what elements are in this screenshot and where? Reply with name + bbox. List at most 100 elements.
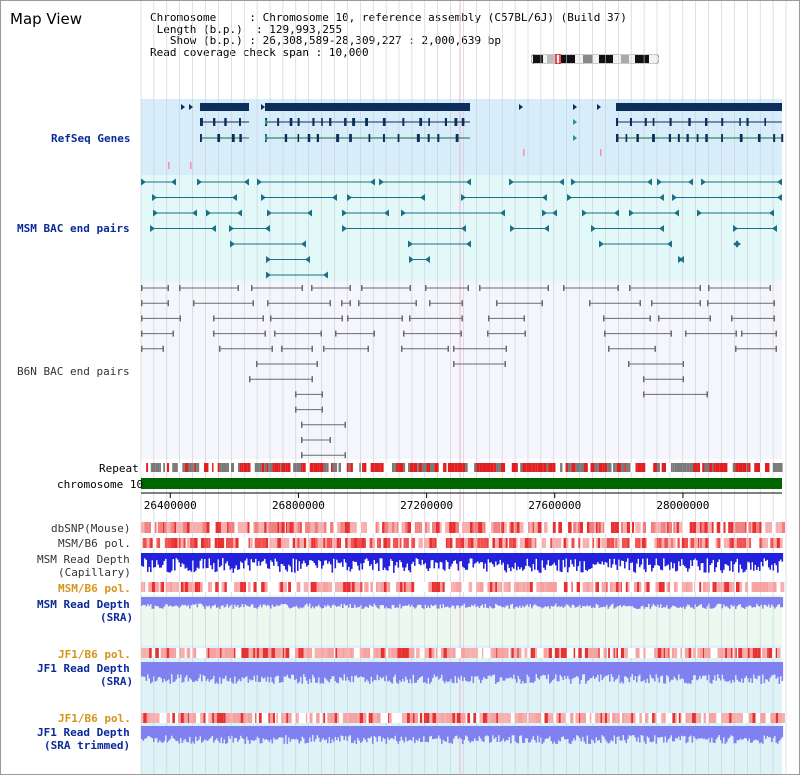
msm-sra-depth-bar	[480, 597, 482, 607]
msm-sra-depth-bar	[766, 597, 769, 607]
repeat-segment	[323, 463, 327, 472]
jf1-trimmed-depth-bar	[400, 726, 403, 737]
msm-capillary-depth-bar	[463, 553, 466, 568]
jf1-b6-pol-density	[618, 713, 620, 723]
jf1-sra-depth-bar	[768, 662, 770, 682]
repeat-segment	[772, 463, 778, 472]
repeat-segment	[760, 463, 765, 472]
dbsnp-density	[176, 522, 180, 533]
msm-capillary-depth-bar	[214, 553, 217, 572]
jf1-sra-depth-bar	[444, 662, 446, 684]
msm-capillary-depth-bar	[514, 553, 517, 563]
msm-b6-pol-density	[492, 582, 496, 592]
b6n-bac-end	[262, 315, 264, 322]
msm-capillary-depth-bar	[781, 553, 784, 562]
jf1-trimmed-depth-bar	[382, 726, 385, 738]
b6n-bac-end	[603, 315, 605, 322]
jf1-sra-depth-bar	[594, 662, 596, 679]
jf1-sra-depth-bar	[693, 662, 695, 676]
msm-b6-pol-density	[585, 538, 590, 548]
msm-b6-pol-density	[200, 538, 205, 548]
msm-sra-depth-bar	[360, 597, 362, 606]
dbsnp-density	[370, 522, 374, 533]
jf1-sra-depth-bar	[165, 662, 167, 682]
msm-capillary-depth-bar	[573, 553, 575, 567]
repeat-segment	[628, 463, 631, 472]
jf1-b6-pol-density	[196, 648, 200, 658]
jf1-sra-depth-bar	[255, 662, 257, 682]
dbsnp-density	[411, 522, 415, 533]
jf1-trimmed-depth-bar	[627, 726, 629, 739]
msm-bac-end	[420, 194, 425, 201]
jf1-sra-depth-bar	[771, 662, 773, 676]
jf1-sra-depth-bar	[361, 662, 364, 678]
msm-b6-pol-density	[361, 582, 364, 592]
repeat-segment	[203, 463, 209, 472]
msm-b6-pol-density	[768, 582, 771, 592]
b6n-bac-end	[401, 345, 403, 352]
jf1-trimmed-depth-bar	[720, 726, 722, 741]
jf1-trimmed-depth-bar	[603, 726, 605, 737]
msm-sra-depth-bar	[286, 597, 289, 606]
msm-b6-pol-density	[694, 582, 696, 592]
msm-sra-depth-bar	[561, 597, 563, 606]
msm-b6-pol-density	[487, 538, 489, 548]
msm-b6-pol-density	[600, 538, 602, 548]
jf1-b6-pol-density	[181, 648, 185, 658]
jf1-trimmed-depth-bar	[250, 726, 253, 741]
jf1-sra-depth-bar	[184, 662, 187, 678]
jf1-trimmed-depth-bar	[637, 726, 640, 738]
msm-b6-pol-density	[480, 582, 484, 592]
msm-sra-depth-bar	[240, 597, 242, 607]
jf1-sra-depth-bar	[697, 662, 700, 680]
jf1-b6-pol-density	[487, 713, 491, 723]
msm-sra-depth-bar	[418, 597, 421, 605]
repeat-segment	[661, 463, 667, 472]
dbsnp-density	[367, 522, 371, 533]
repeat-segment	[337, 463, 339, 472]
repeat-segment	[155, 463, 160, 472]
dbsnp-density	[284, 522, 286, 533]
jf1-trimmed-depth-bar	[442, 726, 445, 740]
track-label-msm-bac[interactable]: MSM BAC end pairs	[17, 222, 130, 235]
msm-b6-pol-density	[508, 538, 513, 548]
msm-b6-pol-density	[762, 582, 766, 592]
jf1-trimmed-depth-bar	[258, 726, 260, 738]
jf1-sra-depth-bar	[708, 662, 710, 675]
b6n-bac-end	[773, 315, 775, 322]
jf1-b6-pol-density	[656, 648, 658, 658]
msm-sra-depth-bar	[178, 597, 181, 608]
msm-sra-depth-bar	[148, 597, 151, 606]
jf1-sra-depth-bar	[181, 662, 184, 683]
chromosome-ideogram-icon[interactable]	[531, 54, 659, 64]
jf1-trimmed-depth-bar	[472, 726, 475, 742]
track-label-b6n-bac[interactable]: B6N BAC end pairs	[17, 365, 130, 378]
dbsnp-density	[345, 522, 349, 533]
msm-b6-pol-density	[661, 538, 665, 548]
jf1-b6-pol-density	[384, 713, 389, 723]
jf1-b6-pol-density	[600, 713, 602, 723]
msm-sra-depth-bar	[483, 597, 485, 608]
msm-capillary-depth-bar	[733, 553, 736, 565]
msm-capillary-depth-bar	[343, 553, 346, 560]
msm-sra-depth-bar	[594, 597, 596, 608]
jf1-b6-pol-density	[276, 713, 278, 723]
msm-b6-pol-density	[408, 538, 412, 548]
jf1-sra-depth-bar	[424, 662, 427, 683]
repeat-segment	[440, 463, 444, 472]
dbsnp-density	[183, 522, 187, 533]
msm-b6-pol-density	[194, 538, 198, 548]
msm-b6-pol-density	[177, 538, 180, 548]
b6n-bac-end	[741, 330, 743, 337]
jf1-sra-depth-bar	[391, 662, 394, 684]
jf1-trimmed-depth-bar	[322, 726, 325, 738]
msm-sra-depth-bar	[309, 597, 311, 604]
jf1-sra-depth-bar	[751, 662, 754, 683]
jf1-b6-pol-density	[386, 648, 389, 658]
msm-b6-pol-density	[392, 538, 395, 548]
jf1-b6-pol-density	[647, 648, 652, 658]
msm-b6-pol-density	[701, 582, 703, 592]
msm-capillary-depth-bar	[666, 553, 668, 566]
track-label-refseq-genes[interactable]: RefSeq Genes	[51, 132, 131, 145]
